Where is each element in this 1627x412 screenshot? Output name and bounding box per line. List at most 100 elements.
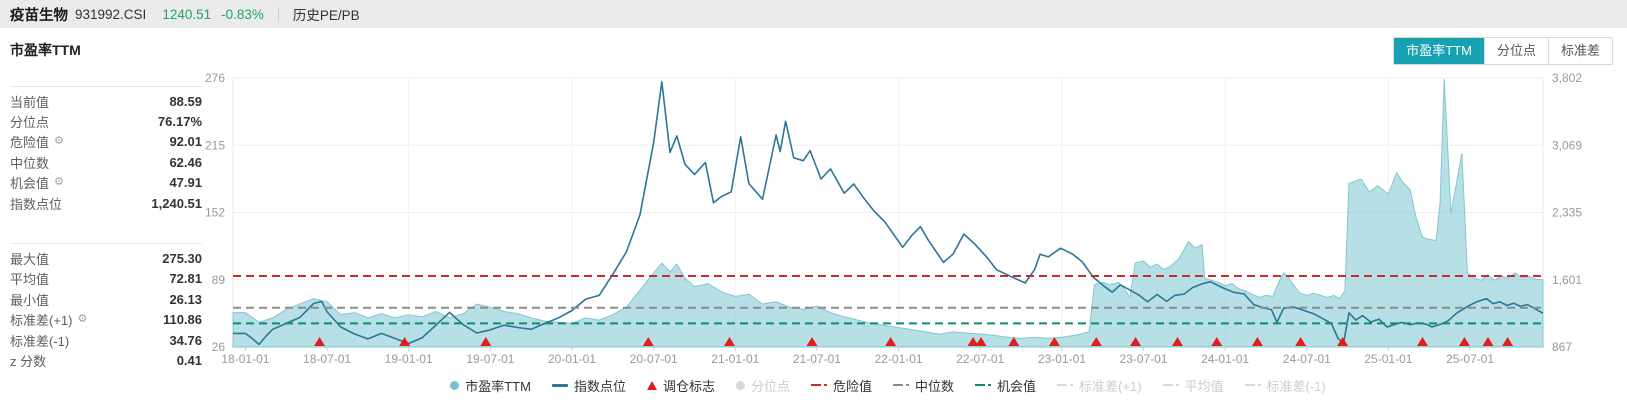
rebalance-triangle-icon	[1130, 337, 1142, 346]
stat-row-std-minus1: 标准差(-1) 34.76	[10, 330, 202, 350]
pe-ttm-area-series	[232, 78, 1544, 348]
stat-label: 分位点	[10, 115, 50, 131]
std-plus1-dashdot-icon	[1057, 383, 1074, 387]
median-dashdot-icon	[893, 383, 910, 387]
rebalance-triangle-icon	[1090, 337, 1102, 346]
legend-item-std-minus1[interactable]: 标准差(-1)	[1244, 376, 1326, 395]
stat-row-mean: 平均值 72.81	[10, 269, 202, 289]
rebalance-triangle-icon	[1172, 337, 1183, 346]
x-axis-tick: 20-07-01	[630, 352, 678, 366]
x-axis-tick: 24-07-01	[1283, 352, 1331, 366]
opportunity-value-dashdot-icon	[975, 383, 992, 387]
chart-legend: 市盈率TTM 指数点位 调仓标志 分位点 危险值 中位数 机会值 标准差(+1) 平均值 标准差(…	[233, 374, 1543, 396]
rebalance-triangle-icon	[1482, 337, 1494, 346]
x-axis-tick: 21-07-01	[793, 352, 841, 366]
x-axis-tick: 23-07-01	[1119, 352, 1167, 366]
gear-icon[interactable]: ⚙	[54, 176, 64, 189]
legend-item-percentile[interactable]: 分位点	[735, 376, 790, 395]
rebalance-flag-triangle-icon	[646, 380, 657, 390]
y-axis-left-tick: 215	[205, 138, 225, 152]
legend-label: 市盈率TTM	[465, 378, 531, 394]
stat-label: 标准差(+1)	[10, 313, 73, 329]
tab-percentile[interactable]: 分位点	[1483, 38, 1548, 64]
x-axis-tick: 20-01-01	[548, 352, 596, 366]
percentile-circle-icon	[735, 380, 745, 390]
stat-value: 62.46	[169, 154, 202, 170]
y-axis-right-tick: 1,601	[1552, 273, 1582, 287]
stat-row-current-value: 当前值 88.59	[10, 91, 202, 111]
rebalance-triangle-icon	[1417, 337, 1428, 346]
legend-label: 标准差(+1)	[1079, 378, 1142, 394]
danger-value-dashdot-icon	[811, 383, 827, 387]
tab-std[interactable]: 标准差	[1547, 38, 1612, 64]
legend-label: 机会值	[997, 378, 1037, 394]
stat-row-std-plus1: 标准差(+1) ⚙ 110.86	[10, 310, 202, 330]
x-axis-tick: 18-01-01	[221, 352, 269, 366]
index-points-line-icon	[551, 383, 568, 387]
rebalance-triangle-icon	[1211, 337, 1223, 346]
x-axis-tick: 19-07-01	[466, 352, 514, 366]
x-axis-tick: 25-07-01	[1446, 352, 1494, 366]
legend-item-median[interactable]: 中位数	[893, 376, 954, 395]
index-price: 1240.51	[162, 6, 212, 22]
stat-value: 1,240.51	[151, 195, 202, 211]
y-axis-left-tick: 276	[205, 71, 225, 85]
y-axis-left-tick: 26	[212, 340, 226, 354]
gear-icon[interactable]: ⚙	[77, 313, 88, 326]
metric-tabs: 市盈率TTM 分位点 标准差	[1393, 37, 1613, 65]
legend-item-index-points[interactable]: 指数点位	[551, 376, 626, 395]
index-change: -0.83%	[221, 6, 264, 22]
legend-item-danger-value[interactable]: 危险值	[811, 376, 872, 395]
stat-label: 最小值	[10, 292, 50, 308]
stat-label: 平均值	[10, 272, 50, 288]
stat-label: 机会值	[10, 176, 50, 192]
stat-value: 0.41	[176, 352, 202, 368]
stat-value: 76.17%	[157, 114, 202, 130]
legend-item-pe-ttm[interactable]: 市盈率TTM	[450, 376, 531, 395]
legend-item-std-plus1[interactable]: 标准差(+1)	[1057, 376, 1142, 395]
rebalance-triangle-icon	[806, 337, 818, 346]
mean-dashdot-icon	[1162, 383, 1179, 387]
legend-item-mean[interactable]: 平均值	[1162, 376, 1224, 395]
rebalance-triangle-icon	[1048, 337, 1060, 346]
x-axis-tick: 18-07-01	[303, 352, 351, 366]
tab-pe-ttm[interactable]: 市盈率TTM	[1394, 38, 1484, 64]
rebalance-triangle-icon	[1337, 337, 1349, 346]
x-axis-tick: 22-01-01	[875, 352, 923, 366]
rebalance-triangle-icon	[1295, 337, 1307, 346]
rebalance-triangle-icon	[885, 337, 897, 346]
legend-item-opportunity-value[interactable]: 机会值	[975, 376, 1036, 395]
stat-label: 指数点位	[10, 196, 63, 212]
y-axis-left-tick: 89	[212, 273, 226, 287]
top-bar: 疫苗生物 931992.CSI 1240.51 -0.83% 历史PE/PB	[0, 0, 1627, 28]
legend-item-rebalance-flag[interactable]: 调仓标志	[646, 376, 715, 395]
stat-value: 110.86	[162, 312, 202, 328]
x-axis-tick: 24-01-01	[1201, 352, 1249, 366]
gear-icon[interactable]: ⚙	[54, 135, 64, 148]
rebalance-triangle-icon	[642, 337, 654, 346]
rebalance-triangle-icon	[1008, 337, 1020, 346]
rebalance-triangle-icon	[399, 337, 411, 346]
pe-ttm-chart[interactable]: 276 3,802 215 3,069 152 2,335 89 1,601 26 867 18-0…	[186, 66, 1627, 372]
rebalance-triangle-icon	[724, 337, 735, 346]
stat-row-zscore: z 分数 0.41	[10, 350, 202, 370]
stat-label: 标准差(-1)	[10, 333, 70, 349]
stat-row-max: 最大值 275.30	[10, 248, 202, 268]
rebalance-triangle-icon	[480, 337, 492, 346]
legend-label: 分位点	[750, 378, 790, 394]
rebalance-triangle-icon	[1502, 337, 1514, 346]
divider	[277, 7, 279, 21]
stat-label: 当前值	[10, 94, 50, 110]
stat-value: 92.01	[169, 134, 202, 150]
stat-label: 危险值	[10, 135, 50, 151]
stat-value: 34.76	[169, 332, 202, 348]
stat-label: z 分数	[10, 353, 47, 369]
y-axis-right-tick: 3,802	[1552, 71, 1582, 85]
nav-history-pe-pb[interactable]: 历史PE/PB	[292, 8, 360, 23]
stat-value: 88.59	[169, 93, 202, 109]
stats-panel: 当前值 88.59 分位点 76.17% 危险值 ⚙ 92.01 中位数 62.4…	[10, 86, 202, 371]
x-axis-tick: 21-01-01	[711, 352, 759, 366]
stat-row-min: 最小值 26.13	[10, 289, 202, 309]
stats-group-extremes: 最大值 275.30 平均值 72.81 最小值 26.13 标准差(+1) ⚙ …	[10, 243, 202, 370]
x-axis-tick: 19-01-01	[385, 352, 433, 366]
